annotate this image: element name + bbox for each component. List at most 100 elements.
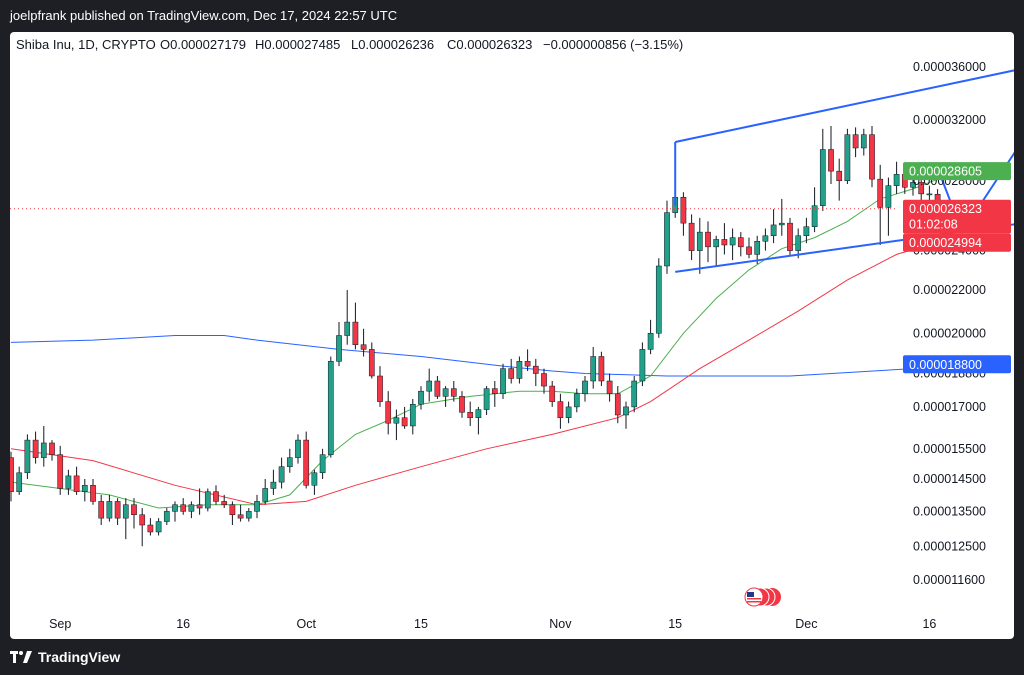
candle[interactable] xyxy=(352,302,359,350)
candle[interactable] xyxy=(729,228,736,261)
candle[interactable] xyxy=(16,466,23,495)
candle[interactable] xyxy=(598,351,605,387)
candle[interactable] xyxy=(655,258,662,338)
candle[interactable] xyxy=(81,478,88,502)
candle[interactable] xyxy=(836,158,843,201)
candle[interactable] xyxy=(680,192,687,236)
candle[interactable] xyxy=(24,434,31,479)
candle[interactable] xyxy=(131,498,137,529)
candle[interactable] xyxy=(705,221,711,263)
candle[interactable] xyxy=(483,386,490,415)
candle[interactable] xyxy=(647,319,654,355)
candle[interactable] xyxy=(459,391,465,418)
footer-brand[interactable]: TradingView xyxy=(10,645,120,669)
candle[interactable] xyxy=(204,488,211,512)
candle[interactable] xyxy=(828,125,834,185)
candle[interactable] xyxy=(139,508,146,547)
candle[interactable] xyxy=(869,125,875,188)
candle[interactable] xyxy=(98,494,105,526)
candle[interactable] xyxy=(762,228,769,251)
candle[interactable] xyxy=(270,469,277,495)
candle[interactable] xyxy=(114,498,121,526)
flags-icon[interactable] xyxy=(744,587,781,607)
candle[interactable] xyxy=(147,518,154,536)
candle[interactable] xyxy=(65,469,72,495)
candle[interactable] xyxy=(688,214,695,261)
candle[interactable] xyxy=(614,386,621,424)
candle[interactable] xyxy=(721,223,728,255)
candle[interactable] xyxy=(450,381,457,402)
candle[interactable] xyxy=(180,498,187,515)
candle[interactable] xyxy=(893,161,900,194)
candle[interactable] xyxy=(311,469,318,495)
candle[interactable] xyxy=(401,406,408,429)
candle[interactable] xyxy=(524,349,531,372)
candle[interactable] xyxy=(163,508,170,526)
candle[interactable] xyxy=(844,128,851,185)
candle[interactable] xyxy=(336,322,342,367)
candle[interactable] xyxy=(213,485,219,505)
candle[interactable] xyxy=(746,237,752,259)
candle[interactable] xyxy=(737,232,744,257)
candle[interactable] xyxy=(860,128,867,156)
candle[interactable] xyxy=(434,375,441,399)
chart-panel[interactable]: Shiba Inu, 1D, CRYPTO O0.000027179 H0.00… xyxy=(10,32,1014,639)
candle[interactable] xyxy=(188,501,195,519)
candle[interactable] xyxy=(327,356,334,458)
candle[interactable] xyxy=(262,478,269,505)
candle[interactable] xyxy=(508,358,515,384)
candle[interactable] xyxy=(221,494,228,509)
candle[interactable] xyxy=(122,498,129,540)
candle[interactable] xyxy=(106,494,113,522)
candle[interactable] xyxy=(442,386,449,407)
candle[interactable] xyxy=(549,381,556,407)
candle[interactable] xyxy=(770,209,777,244)
candle[interactable] xyxy=(475,406,482,435)
candle[interactable] xyxy=(623,401,629,429)
candle[interactable] xyxy=(254,494,260,519)
candle[interactable] xyxy=(516,356,523,384)
candle[interactable] xyxy=(541,368,547,394)
candle[interactable] xyxy=(303,431,310,489)
candle[interactable] xyxy=(344,290,351,345)
candle[interactable] xyxy=(295,434,301,464)
candle[interactable] xyxy=(631,375,638,413)
candle[interactable] xyxy=(196,488,203,515)
candle[interactable] xyxy=(582,375,588,402)
candle[interactable] xyxy=(10,451,14,502)
candle[interactable] xyxy=(286,448,293,473)
candle[interactable] xyxy=(360,328,367,357)
candle[interactable] xyxy=(377,366,383,407)
candle[interactable] xyxy=(877,164,884,245)
candle[interactable] xyxy=(639,342,646,387)
candle[interactable] xyxy=(237,504,244,522)
candle[interactable] xyxy=(664,200,670,274)
candle[interactable] xyxy=(49,440,55,461)
candle[interactable] xyxy=(368,342,375,379)
candle[interactable] xyxy=(819,128,826,211)
candle[interactable] xyxy=(532,358,539,387)
candle[interactable] xyxy=(73,466,80,495)
candle[interactable] xyxy=(590,347,597,389)
candle[interactable] xyxy=(565,401,572,424)
candle[interactable] xyxy=(409,398,416,435)
candle[interactable] xyxy=(90,478,96,505)
candle[interactable] xyxy=(606,373,613,402)
candle[interactable] xyxy=(557,393,564,429)
candle[interactable] xyxy=(385,391,392,435)
candle[interactable] xyxy=(713,235,720,266)
candle[interactable] xyxy=(754,235,761,265)
candle[interactable] xyxy=(319,448,326,479)
candle[interactable] xyxy=(418,386,424,410)
candle[interactable] xyxy=(278,457,285,489)
candle[interactable] xyxy=(500,363,506,399)
candle[interactable] xyxy=(926,185,933,201)
candle[interactable] xyxy=(393,409,400,441)
candle[interactable] xyxy=(245,508,252,522)
candle[interactable] xyxy=(32,431,39,464)
candle[interactable] xyxy=(467,401,474,426)
candle[interactable] xyxy=(852,127,859,158)
channel-upper-line[interactable] xyxy=(674,61,1014,143)
candle[interactable] xyxy=(57,445,64,495)
candle[interactable] xyxy=(229,501,236,526)
